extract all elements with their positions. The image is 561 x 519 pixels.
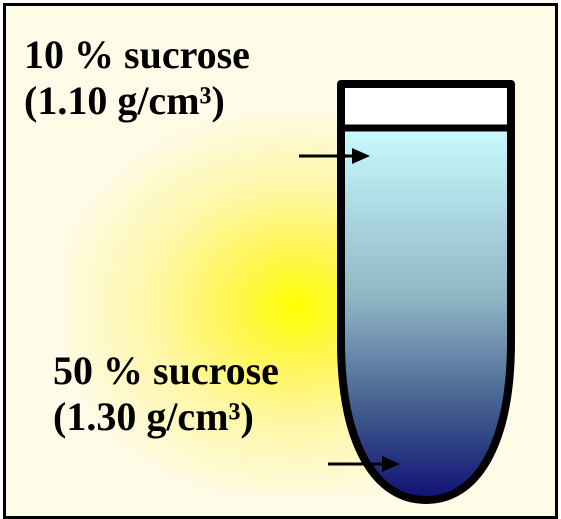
- bottom-layer-arrow: [328, 456, 400, 472]
- sucrose-gradient-fill: [341, 128, 511, 500]
- top-layer-label: 10 % sucrose (1.10 g/cm³): [24, 32, 250, 124]
- centrifuge-tube-diagram: [299, 80, 515, 504]
- top-layer-density: (1.10 g/cm³): [24, 78, 225, 123]
- diagram-frame: 10 % sucrose (1.10 g/cm³) 50 % sucrose (…: [3, 3, 558, 519]
- bottom-layer-concentration: 50 % sucrose: [53, 348, 279, 393]
- centrifuge-tube-outline: [337, 80, 515, 504]
- top-layer-concentration: 10 % sucrose: [24, 32, 250, 77]
- bottom-layer-density: (1.30 g/cm³): [53, 394, 254, 439]
- bottom-layer-label: 50 % sucrose (1.30 g/cm³): [53, 348, 279, 440]
- top-layer-arrow: [299, 148, 370, 164]
- tube-air-gap: [341, 84, 511, 128]
